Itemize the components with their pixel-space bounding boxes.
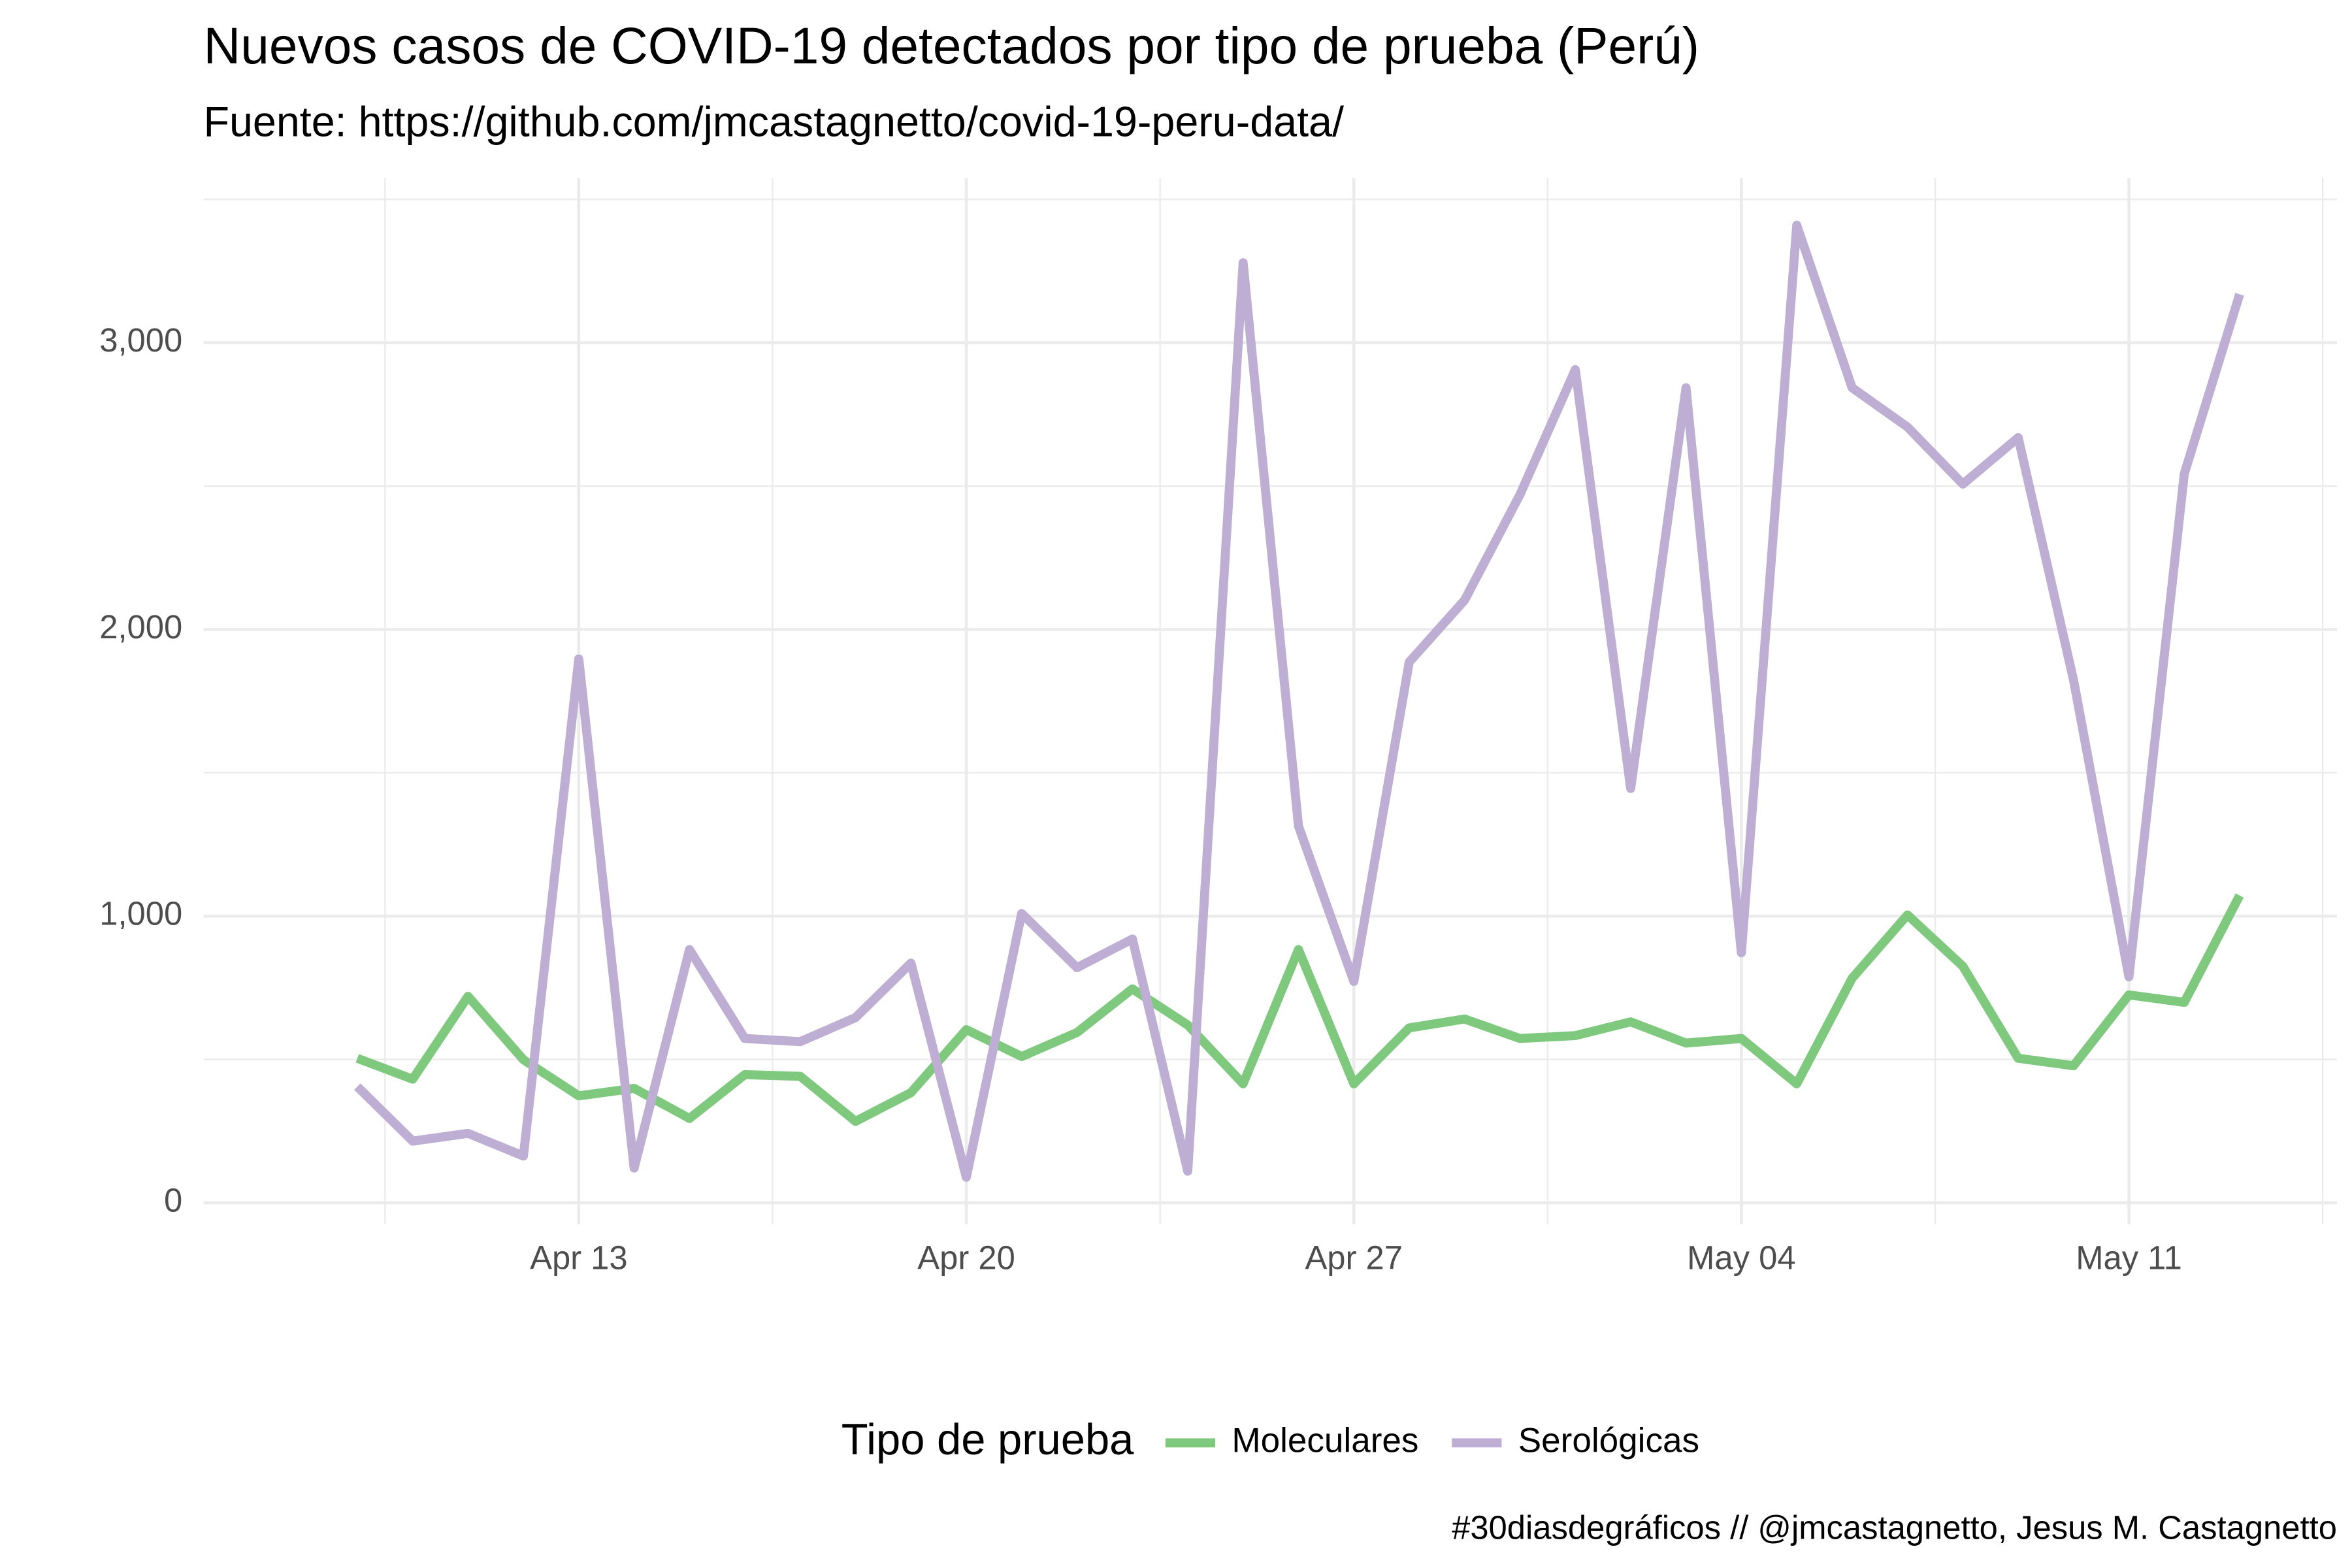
caption: #30diasdegráficos // @jmcastagnetto, Jes… bbox=[1452, 1509, 2337, 1546]
legend-title: Tipo de prueba bbox=[841, 1415, 1134, 1464]
y-tick-label: 1,000 bbox=[99, 895, 182, 932]
series-line bbox=[354, 220, 2244, 1182]
y-tick-label: 3,000 bbox=[99, 321, 182, 359]
y-tick-label: 2,000 bbox=[99, 608, 182, 645]
legend-label: Serológicas bbox=[1518, 1421, 1699, 1460]
legend-label: Moleculares bbox=[1232, 1421, 1418, 1460]
x-tick-label: Apr 20 bbox=[917, 1239, 1015, 1277]
series-line bbox=[355, 893, 2244, 1126]
x-tick-label: May 04 bbox=[1687, 1239, 1795, 1277]
x-tick-label: Apr 13 bbox=[530, 1239, 628, 1277]
y-tick-label: 0 bbox=[164, 1181, 182, 1218]
chart-title: Nuevos casos de COVID-19 detectados por … bbox=[204, 17, 1699, 74]
x-tick-label: May 11 bbox=[2076, 1239, 2182, 1277]
x-tick-label: Apr 27 bbox=[1305, 1239, 1403, 1277]
chart-subtitle: Fuente: https://github.com/jmcastagnetto… bbox=[204, 99, 1344, 146]
